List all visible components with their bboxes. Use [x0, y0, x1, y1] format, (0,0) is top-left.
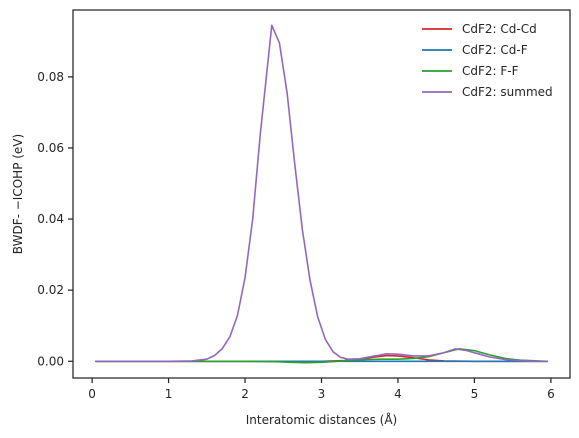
x-tick-label: 2 [241, 387, 249, 401]
x-tick-label: 1 [165, 387, 173, 401]
x-tick-label: 5 [471, 387, 479, 401]
series-line-4 [95, 24, 548, 363]
legend: CdF2: Cd-Cd CdF2: Cd-F CdF2: F-F CdF2: summ… [422, 22, 553, 99]
x-tick-label: 3 [318, 387, 326, 401]
x-tick-label: 0 [88, 387, 96, 401]
x-axis-label: Interatomic distances (Å) [246, 412, 398, 427]
y-tick-label: 0.06 [37, 141, 64, 155]
legend-label-4: CdF2: summed [462, 85, 553, 99]
y-tick-label: 0.08 [37, 70, 64, 84]
y-axis-label: BWDF- −ICOHP (eV) [11, 134, 25, 254]
y-tick-label: 0.02 [37, 283, 64, 297]
plot-lines [95, 24, 548, 364]
y-tick-label: 0.04 [37, 212, 64, 226]
y-tick-label: 0.00 [37, 354, 64, 368]
y-axis-ticks: 0.00 0.02 0.04 0.06 0.08 [37, 70, 73, 368]
legend-label-3: CdF2: F-F [462, 64, 519, 78]
legend-label-1: CdF2: Cd-Cd [462, 22, 537, 36]
legend-label-2: CdF2: Cd-F [462, 43, 528, 57]
x-tick-label: 6 [547, 387, 555, 401]
x-axis-ticks: 0 1 2 3 4 5 6 [88, 378, 555, 401]
series-line-3 [95, 348, 548, 364]
x-tick-label: 4 [394, 387, 402, 401]
